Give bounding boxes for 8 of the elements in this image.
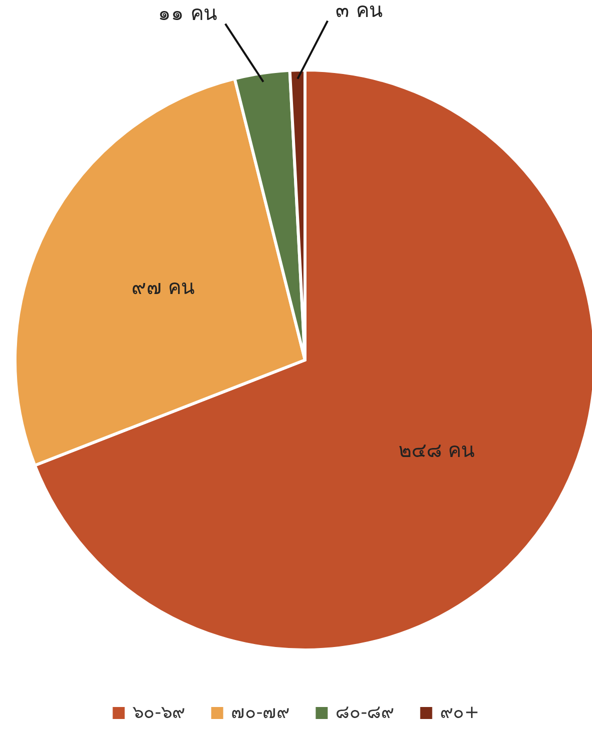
data-label: ๒๔๘ คน [398,438,475,462]
legend-label: ๗๐-๗๙ [231,702,290,723]
legend-label: ๖๐-๖๙ [132,702,186,723]
legend-label: ๙๐+ [440,702,480,723]
data-label: ๙๗ คน [132,274,195,299]
legend-label: ๘๐-๘๙ [336,702,394,723]
data-label: ๓ คน [336,0,383,22]
data-label: ๑๑ คน [158,0,218,25]
